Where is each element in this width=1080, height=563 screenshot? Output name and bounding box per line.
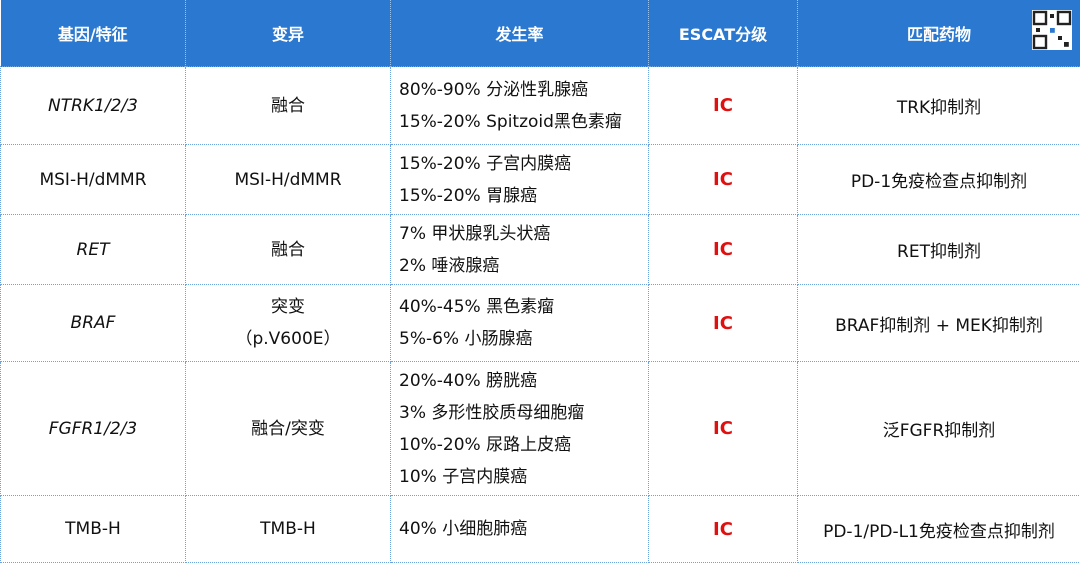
column-header: ESCAT分级 [649,0,798,67]
gene-cell: NTRK1/2/3 [1,67,186,145]
variant-line: TMB-H [186,513,390,545]
variant-line: 融合/突变 [186,413,390,445]
variant-cell: TMB-H [186,496,391,563]
incidence-line: 15%-20% 胃腺癌 [399,180,648,212]
variant-line: （p.V600E） [186,323,390,355]
variant-cell: MSI-H/dMMR [186,145,391,215]
incidence-line: 40% 小细胞肺癌 [399,513,648,545]
incidence-line: 15%-20% Spitzoid黑色素瘤 [399,106,648,138]
incidence-line: 15%-20% 子宫内膜癌 [399,148,648,180]
drug-cell: PD-1/PD-L1免疫检查点抑制剂 [798,496,1080,563]
incidence-line: 40%-45% 黑色素瘤 [399,291,648,323]
variant-line: 突变 [186,291,390,323]
incidence-line: 7% 甲状腺乳头状癌 [399,218,648,250]
incidence-line: 20%-40% 膀胱癌 [399,365,648,397]
escat-cell: IC [649,496,798,563]
variant-cell: 融合 [186,67,391,145]
qr-code [1032,10,1072,50]
incidence-line: 3% 多形性胶质母细胞瘤 [399,397,648,429]
column-header: 发生率 [391,0,649,67]
gene-cell: RET [1,215,186,285]
variant-cell: 融合/突变 [186,362,391,496]
escat-cell: IC [649,145,798,215]
escat-cell: IC [649,215,798,285]
variant-cell: 融合 [186,215,391,285]
variant-cell: 突变（p.V600E） [186,285,391,362]
incidence-line: 10% 子宫内膜癌 [399,461,648,493]
gene-cell: FGFR1/2/3 [1,362,186,496]
incidence-line: 80%-90% 分泌性乳腺癌 [399,74,648,106]
drug-cell: BRAF抑制剂 + MEK抑制剂 [798,285,1080,362]
variant-line: 融合 [186,234,390,266]
gene-cell: BRAF [1,285,186,362]
drug-cell: TRK抑制剂 [798,67,1080,145]
incidence-line: 5%-6% 小肠腺癌 [399,323,648,355]
escat-cell: IC [649,362,798,496]
variant-line: MSI-H/dMMR [186,164,390,196]
gene-cell: TMB-H [1,496,186,563]
escat-cell: IC [649,67,798,145]
gene-cell: MSI-H/dMMR [1,145,186,215]
incidence-cell: 40% 小细胞肺癌 [391,496,649,563]
variant-line: 融合 [186,90,390,122]
column-header: 变异 [186,0,391,67]
incidence-line: 10%-20% 尿路上皮癌 [399,429,648,461]
column-header: 基因/特征 [1,0,186,67]
escat-cell: IC [649,285,798,362]
drug-cell: RET抑制剂 [798,215,1080,285]
incidence-line: 2% 唾液腺癌 [399,250,648,282]
drug-cell: 泛FGFR抑制剂 [798,362,1080,496]
drug-cell: PD-1免疫检查点抑制剂 [798,145,1080,215]
